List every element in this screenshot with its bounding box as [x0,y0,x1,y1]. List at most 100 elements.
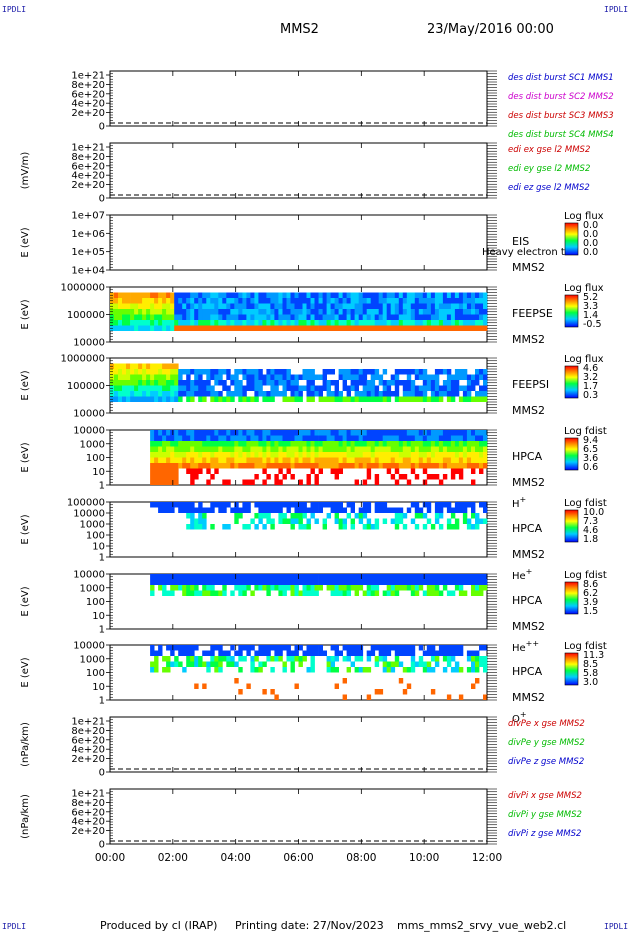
spectrogram-cell [322,524,327,530]
spectrogram-cell [206,585,211,591]
spectrogram-cell [150,380,155,386]
spectrogram-cell [162,363,167,369]
spectrogram-cell [194,385,199,391]
spectrogram-cell [158,325,163,331]
spectrogram-cell [246,507,251,513]
legend-entry: divPi x gse MMS2 [508,791,582,801]
colorbar-tick-label: 6.5 [583,444,598,455]
spectrogram-cell [214,298,219,304]
spectrogram-cell [278,430,283,436]
spectrogram-cell [382,396,388,402]
spectrogram-cell [162,579,167,585]
spectrogram-cell [406,479,412,485]
spectrogram-cell [270,441,275,447]
spectrogram-cell [418,391,424,397]
spectrogram-cell [454,585,460,591]
spectrogram-cell [430,430,436,436]
spectrogram-cell [334,585,339,591]
spectrogram-cell [390,507,396,513]
spectrogram-cell [250,667,255,673]
spectrogram-cell [314,314,319,320]
spectrogram-cell [438,391,444,397]
spectrogram-cell [298,374,303,380]
spectrogram-cell [154,363,159,369]
spectrogram-cell [234,574,239,580]
spectrogram-cell [298,446,303,452]
legend-entry: divPi y gse MMS2 [508,810,582,820]
y-tick-label: 6e+20 [71,735,105,746]
spectrogram-cell [262,314,267,320]
spectrogram-cell [338,502,343,508]
spectrogram-cell [290,590,295,596]
spectrogram-cell [382,385,388,391]
spectrogram-cell [466,524,472,530]
spectrogram-cell [338,463,343,469]
spectrogram-cell [270,645,275,651]
spectrogram-cell [194,661,199,667]
spectrogram-cell [246,385,251,391]
spectrogram-cell [354,385,359,391]
spectrogram-cell [314,579,319,585]
spectrogram-cell [294,446,299,452]
spectrogram-cell [234,369,239,375]
spectrogram-cell [258,380,263,386]
spectrogram-cell [346,374,351,380]
spectrogram-cell [402,585,408,591]
spectrogram-cell [462,303,468,309]
spectrogram-cell [483,502,488,508]
spectrogram-cell [214,645,219,651]
spectrogram-cell [302,441,307,447]
spectrogram-cell [342,380,347,386]
spectrogram-cell [354,667,359,673]
spectrogram-cell [454,463,460,469]
spectrogram-cell [210,502,215,508]
spectrogram-cell [206,463,211,469]
colorbar-tick-label: 1.5 [583,606,598,617]
spectrogram-cell [374,507,380,513]
spectrogram-cell [158,463,163,469]
spectrogram-cell [170,430,175,436]
spectrogram-cell [290,474,295,480]
spectrogram-cell [298,396,303,402]
spectrogram-cell [178,441,183,447]
spectrogram-cell [422,452,428,458]
spectrogram-cell [378,309,384,315]
spectrogram-cell [122,374,127,380]
spectrogram-cell [234,430,239,436]
spectrogram-cell [126,363,131,369]
spectrogram-cell [266,452,271,458]
spectrogram-cell [278,513,283,519]
spectrogram-cell [366,325,372,331]
spectrogram-cell [206,325,211,331]
spectrogram-cell [146,396,151,402]
spectrogram-cell [370,396,376,402]
overlay-label: Heavy electron tc [482,247,570,258]
spectrogram-cell [126,391,131,397]
spectrogram-cell [466,656,472,662]
spectrogram-cell [226,452,231,458]
spectrogram-cell [402,650,408,656]
spectrogram-cell [434,590,440,596]
spectrogram-cell [418,507,424,513]
spectrogram-cell [214,430,219,436]
instrument-label: MMS2 [512,620,545,633]
spectrogram-cell [446,391,452,397]
spectrogram-cell [386,298,392,304]
spectrogram-cell [202,452,207,458]
spectrogram-cell [406,446,412,452]
spectrogram-cell [294,452,299,458]
spectrogram-cell [162,385,167,391]
spectrogram-cell [386,579,392,585]
spectrogram-cell [154,380,159,386]
spectrogram-cell [466,314,472,320]
spectrogram-cell [479,645,484,651]
spectrogram-cell [362,590,368,596]
spectrogram-cell [174,468,179,474]
spectrogram-cell [174,396,179,402]
spectrogram-cell [458,446,464,452]
spectrogram-cell [426,590,432,596]
spectrogram-cell [358,585,364,591]
spectrogram-cell [446,645,452,651]
spectrogram-cell [186,457,191,463]
spectrogram-cell [314,645,319,651]
